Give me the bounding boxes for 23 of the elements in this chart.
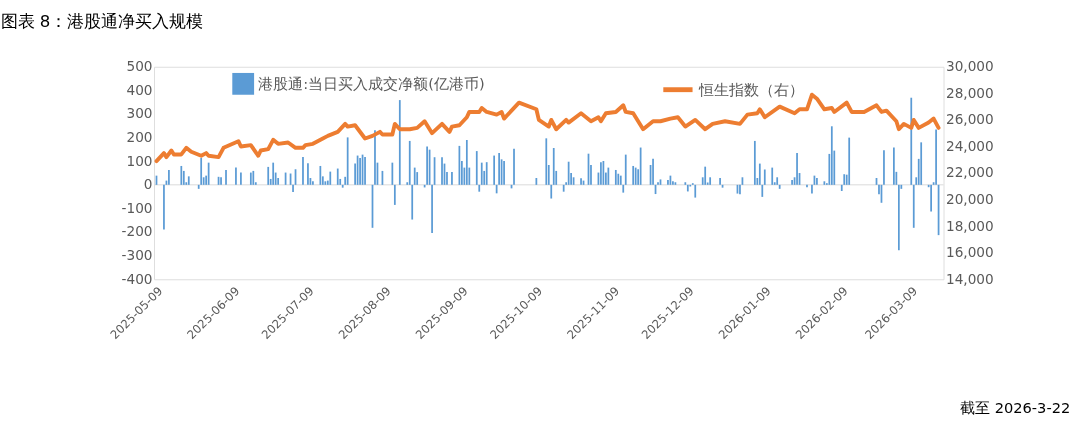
y-tick-label: -100 (121, 199, 153, 216)
y2-tick-label: 30,000 (945, 58, 994, 75)
y2-tick-label: 14,000 (945, 270, 994, 287)
y-tick-label: 100 (126, 152, 153, 169)
y2-tick-label: 18,000 (945, 217, 994, 234)
y-tick-label: 400 (126, 81, 153, 98)
y2-tick-label: 22,000 (945, 164, 994, 181)
y2-tick-label: 26,000 (945, 111, 994, 128)
y2-tick-label: 24,000 (945, 137, 994, 154)
y-tick-label: -200 (121, 223, 153, 240)
y2-tick-label: 28,000 (945, 84, 994, 101)
y-tick-label: 200 (126, 129, 153, 146)
text: 截至 2026-3-22 (959, 398, 1071, 416)
y-tick-label: -400 (121, 270, 153, 287)
y-tick-label: -300 (121, 247, 153, 264)
legend-label: 港股通:当日买入成交净额(亿港币) (258, 74, 485, 92)
y-tick-label: 0 (143, 176, 153, 193)
y-tick-label: 300 (126, 105, 153, 122)
y2-tick-label: 16,000 (945, 244, 994, 261)
y-tick-label: 500 (126, 58, 153, 75)
legend-label: 恒生指数（右） (697, 80, 804, 98)
chart-title: 图表 8：港股通净买入规模 (0, 11, 204, 31)
y2-tick-label: 20,000 (945, 190, 994, 207)
